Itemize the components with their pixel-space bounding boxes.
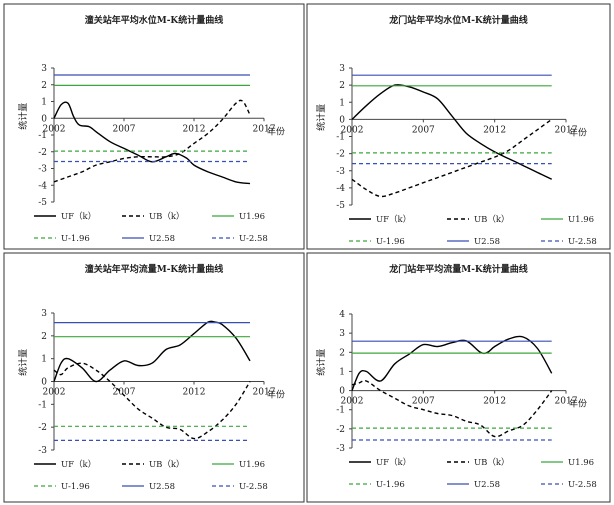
series-line-2 xyxy=(53,362,251,440)
y-axis-label: 统计量 xyxy=(315,349,327,376)
legend-label: U-1.96 xyxy=(376,480,405,490)
series-line-1 xyxy=(53,101,251,185)
y-tick-label: 4 xyxy=(339,310,345,320)
y-tick-label: -2 xyxy=(38,423,47,433)
x-tick-label: 2002 xyxy=(341,397,364,407)
y-tick-label: -1 xyxy=(336,406,345,416)
legend-label: U-1.96 xyxy=(376,237,405,247)
x-tick-label: 2007 xyxy=(113,124,136,134)
x-axis-label: 年份 xyxy=(267,125,285,137)
series-line-1 xyxy=(351,335,553,391)
legend-label: U-2.58 xyxy=(568,237,597,247)
y-axis-label: 统计量 xyxy=(17,349,29,376)
x-tick-label: 2017 xyxy=(253,124,276,134)
y-tick-label: -3 xyxy=(336,444,345,454)
series-line-2 xyxy=(351,379,553,438)
y-tick-label: 1 xyxy=(41,355,47,365)
y-tick-label: -1 xyxy=(38,131,47,141)
legend-label: U-2.58 xyxy=(239,482,268,492)
chart-panel-4: 龙门站年平均流量M-K统计量曲线 -3 -2 -1 0 1 2 3 4 2002 2007 2012 2… xyxy=(306,252,611,503)
chart-title: 龙门站年平均水位M-K统计量曲线 xyxy=(388,14,528,26)
legend-label: U1.96 xyxy=(568,458,594,468)
legend-label: U1.96 xyxy=(239,212,265,222)
chart-title: 潼关站年平均水位M-K统计量曲线 xyxy=(85,14,224,26)
series-line-1 xyxy=(351,84,553,180)
legend-label: U-2.58 xyxy=(568,480,597,490)
y-tick-label: 1 xyxy=(339,98,345,108)
y-tick-label: 1 xyxy=(339,367,345,377)
legend-label: U-1.96 xyxy=(61,482,90,492)
series-line-2 xyxy=(53,99,251,183)
legend-label: UB（k） xyxy=(474,214,510,225)
y-tick-label: -4 xyxy=(38,181,47,191)
series-line-2 xyxy=(351,118,553,198)
y-tick-label: 1 xyxy=(41,98,47,108)
x-axis-label: 年份 xyxy=(267,389,285,401)
legend-label: UF（k） xyxy=(61,211,96,222)
chart-title: 龙门站年平均流量M-K统计量曲线 xyxy=(388,263,528,275)
y-tick-label: 2 xyxy=(41,332,47,342)
legend-label: U2.58 xyxy=(474,480,500,490)
y-tick-label: 2 xyxy=(339,81,345,91)
y-tick-label: 3 xyxy=(41,309,47,319)
y-tick-label: -2 xyxy=(336,150,345,160)
legend-label: UB（k） xyxy=(474,457,510,468)
y-tick-label: 0 xyxy=(339,115,345,125)
x-tick-label: 2017 xyxy=(555,397,578,407)
legend-label: U-1.96 xyxy=(61,234,90,244)
x-tick-label: 2017 xyxy=(253,388,276,398)
legend-label: U1.96 xyxy=(239,460,265,470)
chart-title: 潼关站年平均流量M-K统计量曲线 xyxy=(85,263,224,275)
y-axis-label: 统计量 xyxy=(315,104,327,131)
x-tick-label: 2007 xyxy=(412,397,435,407)
y-tick-label: 0 xyxy=(41,378,47,388)
x-tick-label: 2002 xyxy=(43,124,66,134)
y-axis-label: 统计量 xyxy=(17,103,29,130)
chart-panel-3: 潼关站年平均流量M-K统计量曲线 -3 -2 -1 0 1 2 3 2002 2007 2012 20… xyxy=(3,252,305,503)
y-tick-label: -5 xyxy=(38,198,47,208)
legend-label: UB（k） xyxy=(149,211,185,222)
panel-frame xyxy=(306,3,611,250)
x-tick-label: 2012 xyxy=(183,388,206,398)
chart-panel-1: 潼关站年平均水位M-K统计量曲线 -5 -4 -3 -2 -1 0 1 2 3 2002 2007 20… xyxy=(3,3,305,250)
x-tick-label: 2017 xyxy=(555,125,578,135)
x-axis-label: 年份 xyxy=(569,126,587,138)
legend-label: U1.96 xyxy=(568,215,594,225)
y-tick-label: -3 xyxy=(336,167,345,177)
x-tick-label: 2007 xyxy=(113,388,136,398)
y-tick-label: 3 xyxy=(339,64,345,74)
y-tick-label: -4 xyxy=(336,184,345,194)
x-tick-label: 2012 xyxy=(183,124,206,134)
y-tick-label: -5 xyxy=(336,201,345,211)
x-tick-label: 2007 xyxy=(412,125,435,135)
y-tick-label: -3 xyxy=(38,165,47,175)
legend-label: U-2.58 xyxy=(239,234,268,244)
y-tick-label: 0 xyxy=(339,387,345,397)
x-axis-label: 年份 xyxy=(569,398,587,410)
x-tick-label: 2002 xyxy=(43,388,66,398)
legend-label: U2.58 xyxy=(474,237,500,247)
y-tick-label: 2 xyxy=(339,348,345,358)
legend-label: UB（k） xyxy=(149,459,185,470)
x-tick-label: 2012 xyxy=(483,397,506,407)
chart-panel-2: 龙门站年平均水位M-K统计量曲线 -5 -4 -3 -2 -1 0 1 2 3 2002 2007 20… xyxy=(306,3,611,250)
y-tick-label: -2 xyxy=(38,148,47,158)
x-tick-label: 2012 xyxy=(483,125,506,135)
y-tick-label: 3 xyxy=(41,64,47,74)
legend-label: U2.58 xyxy=(149,482,175,492)
legend-label: UF（k） xyxy=(376,457,411,468)
y-tick-label: -1 xyxy=(336,133,345,143)
x-tick-label: 2002 xyxy=(341,125,364,135)
legend-label: UF（k） xyxy=(61,459,96,470)
y-tick-label: -1 xyxy=(38,400,47,410)
y-tick-label: 0 xyxy=(41,114,47,124)
y-tick-label: -3 xyxy=(38,446,47,456)
legend-label: U2.58 xyxy=(149,234,175,244)
legend-label: UF（k） xyxy=(376,214,411,225)
y-tick-label: 3 xyxy=(339,329,345,339)
y-tick-label: 2 xyxy=(41,81,47,91)
y-tick-label: -2 xyxy=(336,425,345,435)
